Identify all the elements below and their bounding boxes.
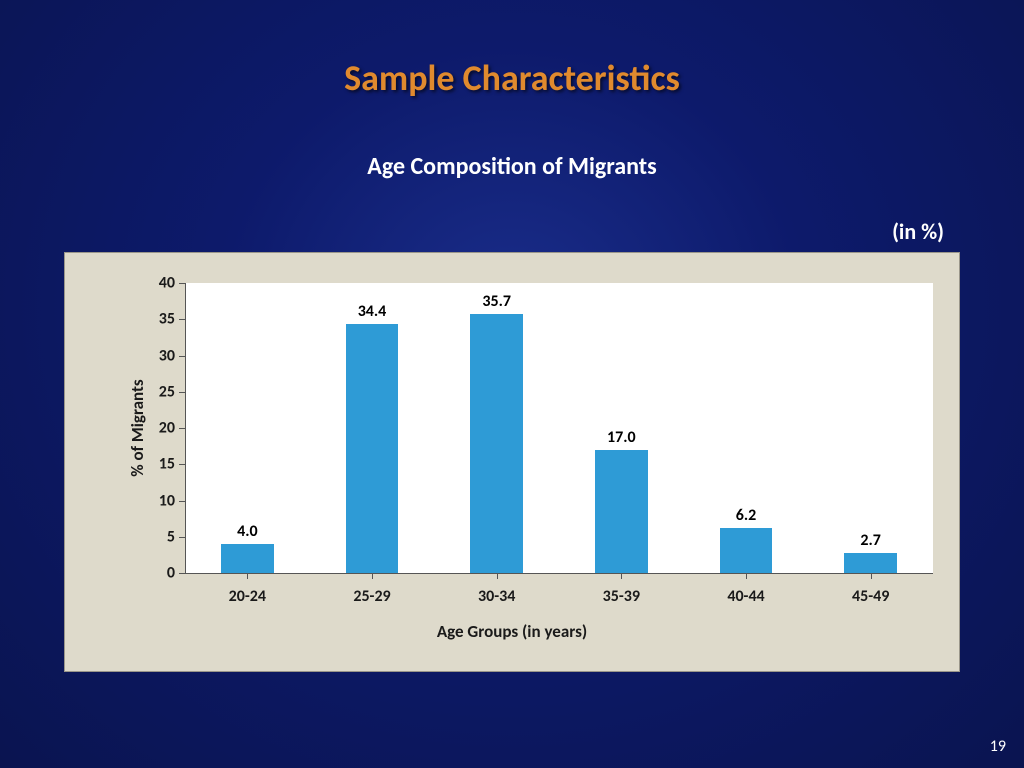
x-tick-label: 30-34 xyxy=(457,587,537,606)
bar-value-label: 2.7 xyxy=(831,531,911,550)
bar-value-label: 17.0 xyxy=(581,428,661,447)
plot-area xyxy=(185,283,933,573)
x-tick-mark xyxy=(871,573,872,579)
bar-value-label: 34.4 xyxy=(332,302,412,321)
slide-title: Sample Characteristics xyxy=(0,0,1024,100)
bar xyxy=(470,314,522,573)
y-tick-mark xyxy=(179,319,185,320)
x-tick-mark xyxy=(247,573,248,579)
x-tick-label: 40-44 xyxy=(706,587,786,606)
bar xyxy=(221,544,273,573)
y-tick-mark xyxy=(179,464,185,465)
y-tick-mark xyxy=(179,392,185,393)
chart-card: % of Migrants Age Groups (in years) 0510… xyxy=(64,252,960,672)
bar xyxy=(720,528,772,573)
x-tick-mark xyxy=(621,573,622,579)
chart-title: Age Composition of Migrants xyxy=(0,152,1024,181)
y-tick-label: 25 xyxy=(135,382,175,401)
page-number: 19 xyxy=(990,737,1006,756)
y-tick-mark xyxy=(179,283,185,284)
y-tick-mark xyxy=(179,537,185,538)
x-tick-mark xyxy=(746,573,747,579)
x-tick-mark xyxy=(497,573,498,579)
y-tick-mark xyxy=(179,428,185,429)
x-tick-label: 25-29 xyxy=(332,587,412,606)
x-tick-label: 45-49 xyxy=(831,587,911,606)
y-tick-label: 15 xyxy=(135,455,175,474)
bar xyxy=(346,324,398,573)
y-tick-label: 0 xyxy=(135,564,175,583)
x-axis-line xyxy=(185,573,933,574)
bar xyxy=(595,450,647,573)
bar-value-label: 4.0 xyxy=(207,522,287,541)
y-tick-mark xyxy=(179,356,185,357)
x-tick-label: 35-39 xyxy=(581,587,661,606)
y-tick-label: 20 xyxy=(135,419,175,438)
unit-label: (in %) xyxy=(892,218,944,245)
y-tick-mark xyxy=(179,501,185,502)
y-axis-line xyxy=(185,283,186,573)
x-tick-label: 20-24 xyxy=(207,587,287,606)
x-axis-title: Age Groups (in years) xyxy=(65,621,959,642)
x-tick-mark xyxy=(372,573,373,579)
y-tick-label: 35 xyxy=(135,310,175,329)
y-tick-label: 10 xyxy=(135,491,175,510)
bar-value-label: 35.7 xyxy=(457,292,537,311)
y-tick-label: 40 xyxy=(135,274,175,293)
bar xyxy=(844,553,896,573)
y-tick-mark xyxy=(179,573,185,574)
bar-value-label: 6.2 xyxy=(706,506,786,525)
y-tick-label: 5 xyxy=(135,527,175,546)
y-tick-label: 30 xyxy=(135,346,175,365)
